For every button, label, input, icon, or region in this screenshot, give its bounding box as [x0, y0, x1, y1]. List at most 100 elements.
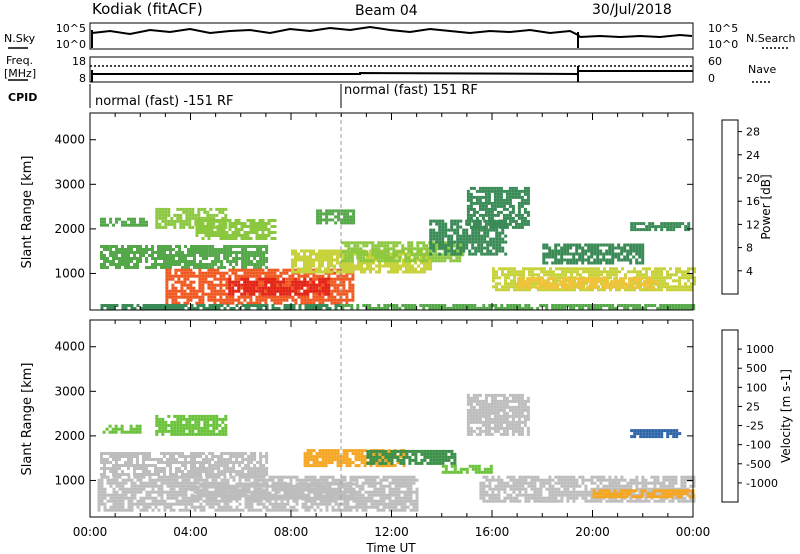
velocity-cell: [193, 475, 197, 479]
power-cell: [492, 285, 495, 289]
velocity-cell: [274, 475, 278, 479]
velocity-cell: [346, 484, 350, 488]
power-cell: [218, 210, 222, 214]
velocity-cell: [229, 508, 233, 512]
power-cell: [648, 228, 652, 232]
power-cell: [434, 253, 438, 257]
power-cell: [185, 210, 189, 214]
power-cell: [225, 286, 229, 290]
power-cell: [164, 210, 168, 214]
power-cell: [297, 255, 300, 259]
power-cell: [225, 277, 229, 281]
power-cell: [572, 304, 576, 307]
power-cell: [604, 286, 608, 290]
power-cell: [216, 292, 220, 296]
power-cell: [243, 298, 247, 302]
power-cell: [270, 231, 274, 234]
velocity-cell: [256, 475, 260, 479]
power-cell: [249, 286, 253, 290]
velocity-cell: [274, 499, 278, 503]
velocity-cell: [307, 508, 311, 512]
velocity-cell: [364, 505, 368, 509]
power-cell: [161, 225, 165, 229]
power-cell: [133, 245, 136, 248]
power-cell: [145, 245, 148, 248]
velocity-cell: [160, 484, 164, 488]
velocity-cell: [103, 470, 106, 473]
power-cell: [540, 270, 543, 274]
velocity-cell: [130, 508, 134, 512]
power-cell: [356, 250, 360, 254]
power-cell: [510, 285, 513, 289]
power-cell: [583, 280, 587, 284]
power-cell: [186, 292, 190, 296]
power-cell: [142, 220, 145, 224]
power-cell: [663, 279, 666, 283]
power-cell: [414, 270, 417, 274]
power-cell: [188, 210, 192, 214]
velocity-cell: [184, 496, 188, 500]
power-cell: [351, 298, 355, 302]
power-cell: [276, 301, 280, 305]
power-cell: [151, 248, 154, 251]
power-cell: [489, 228, 493, 232]
power-cell: [434, 244, 438, 248]
power-cell: [279, 298, 283, 302]
power-cell: [234, 268, 238, 272]
velocity-cell: [358, 502, 362, 506]
power-cell: [530, 307, 534, 310]
velocity-cell: [379, 493, 383, 497]
power-cell: [687, 285, 690, 289]
power-cell: [554, 255, 558, 259]
nave-tick-bottom: 0: [708, 72, 715, 85]
velocity-cell: [283, 508, 287, 512]
power-cell: [499, 222, 503, 226]
power-cell: [380, 259, 384, 263]
power-cell: [609, 288, 612, 292]
power-cell: [419, 247, 423, 251]
velocity-cell: [164, 423, 168, 427]
velocity-cell: [139, 478, 143, 482]
power-cell: [404, 304, 408, 307]
power-cell: [340, 209, 344, 213]
power-cell: [325, 304, 329, 307]
velocity-cell: [235, 505, 239, 509]
velocity-cell: [262, 455, 266, 458]
power-cell: [220, 263, 224, 266]
power-cell: [241, 304, 245, 307]
power-cell: [249, 271, 253, 275]
power-cell: [127, 263, 130, 266]
power-cell: [678, 282, 681, 286]
power-cell: [646, 280, 650, 284]
power-cell: [154, 251, 157, 254]
velocity-cell: [268, 478, 272, 482]
velocity-cell: [301, 478, 305, 482]
power-cell: [336, 252, 339, 256]
power-cell: [480, 234, 484, 238]
power-cell: [194, 216, 198, 220]
power-cell: [333, 277, 337, 281]
power-cell: [429, 267, 432, 271]
power-cell: [490, 225, 494, 229]
power-cell: [471, 237, 475, 241]
power-cell: [375, 258, 378, 262]
power-cell: [133, 307, 137, 310]
power-cell: [565, 286, 569, 290]
power-cell: [267, 277, 271, 281]
power-cell: [420, 270, 423, 274]
power-cell: [165, 268, 169, 272]
power-cell: [306, 258, 309, 262]
power-cell: [337, 212, 341, 216]
power-cell: [210, 298, 214, 302]
power-cell: [164, 216, 168, 220]
power-cell: [244, 304, 248, 307]
power-cell: [112, 263, 115, 266]
velocity-cell: [313, 484, 317, 488]
power-cell: [252, 271, 256, 275]
power-cell: [645, 225, 649, 229]
power-cell: [253, 257, 257, 260]
power-cell: [643, 283, 647, 287]
power-cell: [198, 268, 202, 272]
velocity-cell: [172, 490, 176, 494]
power-cell: [339, 249, 342, 253]
